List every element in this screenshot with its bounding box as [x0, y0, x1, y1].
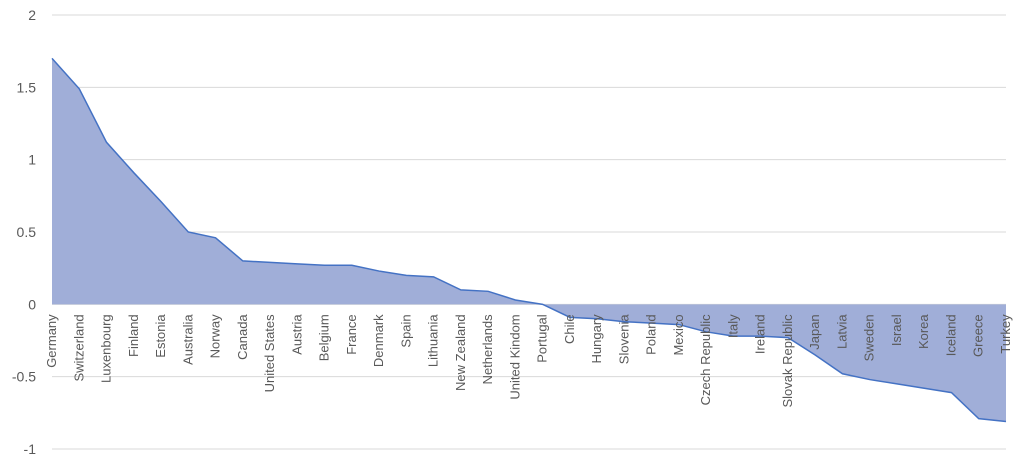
y-tick-label: 1 — [28, 152, 36, 168]
x-tick-label: United Kindom — [507, 314, 522, 399]
x-tick-label: Lithuania — [426, 314, 441, 368]
x-tick-label: Korea — [916, 314, 931, 349]
x-tick-label: Sweden — [862, 314, 877, 361]
y-tick-label: 2 — [28, 7, 36, 23]
x-tick-label: Mexico — [671, 314, 686, 355]
x-tick-label: Canada — [235, 314, 250, 360]
y-axis-ticks: 2 1.5 1 0.5 0 -0.5 -1 — [12, 7, 36, 457]
x-tick-label: France — [344, 314, 359, 354]
x-tick-label: Chile — [562, 314, 577, 344]
y-tick-label: 1.5 — [17, 79, 37, 95]
area-fill — [52, 58, 1006, 422]
x-tick-label: Iceland — [943, 314, 958, 356]
x-tick-label: New Zealand — [453, 314, 468, 391]
x-tick-label: Italy — [725, 314, 740, 338]
x-tick-label: Israel — [889, 314, 904, 346]
x-tick-label: Spain — [398, 314, 413, 347]
x-tick-label: Slovenia — [616, 314, 631, 365]
x-tick-label: Austria — [289, 314, 304, 355]
x-tick-label: Norway — [208, 314, 223, 359]
x-tick-label: Czech Republic — [698, 314, 713, 406]
x-tick-label: Luxenbourg — [99, 314, 114, 383]
x-tick-label: United States — [262, 314, 277, 393]
x-tick-label: Greece — [971, 314, 986, 357]
gridlines — [52, 14, 1006, 450]
y-tick-label: 0.5 — [17, 224, 37, 240]
series-line — [51, 57, 1007, 423]
area-series — [51, 57, 1007, 423]
x-tick-label: Finland — [126, 314, 141, 357]
y-tick-label: 0 — [28, 296, 36, 312]
x-tick-label: Australia — [180, 314, 195, 365]
x-tick-label: Estonia — [153, 314, 168, 358]
x-tick-label: Latvia — [834, 314, 849, 349]
x-tick-label: Ireland — [753, 314, 768, 354]
x-tick-label: Belgium — [317, 314, 332, 361]
x-tick-label: Netherlands — [480, 314, 495, 385]
x-tick-label: Switzerland — [71, 314, 86, 381]
x-tick-label: Slovak Republic — [780, 314, 795, 408]
x-tick-label: Poland — [644, 314, 659, 354]
x-tick-label: Hungary — [589, 314, 604, 364]
x-tick-label: Portugal — [535, 314, 550, 363]
x-tick-label: Turkey — [998, 314, 1013, 354]
x-tick-label: Japan — [807, 314, 822, 349]
y-tick-label: -0.5 — [12, 369, 36, 385]
y-tick-label: -1 — [24, 441, 37, 457]
x-axis-ticks: Germany Switzerland Luxenbourg Finland Eston… — [44, 314, 1013, 408]
x-tick-label: Denmark — [371, 314, 386, 367]
x-tick-label: Germany — [44, 314, 59, 368]
